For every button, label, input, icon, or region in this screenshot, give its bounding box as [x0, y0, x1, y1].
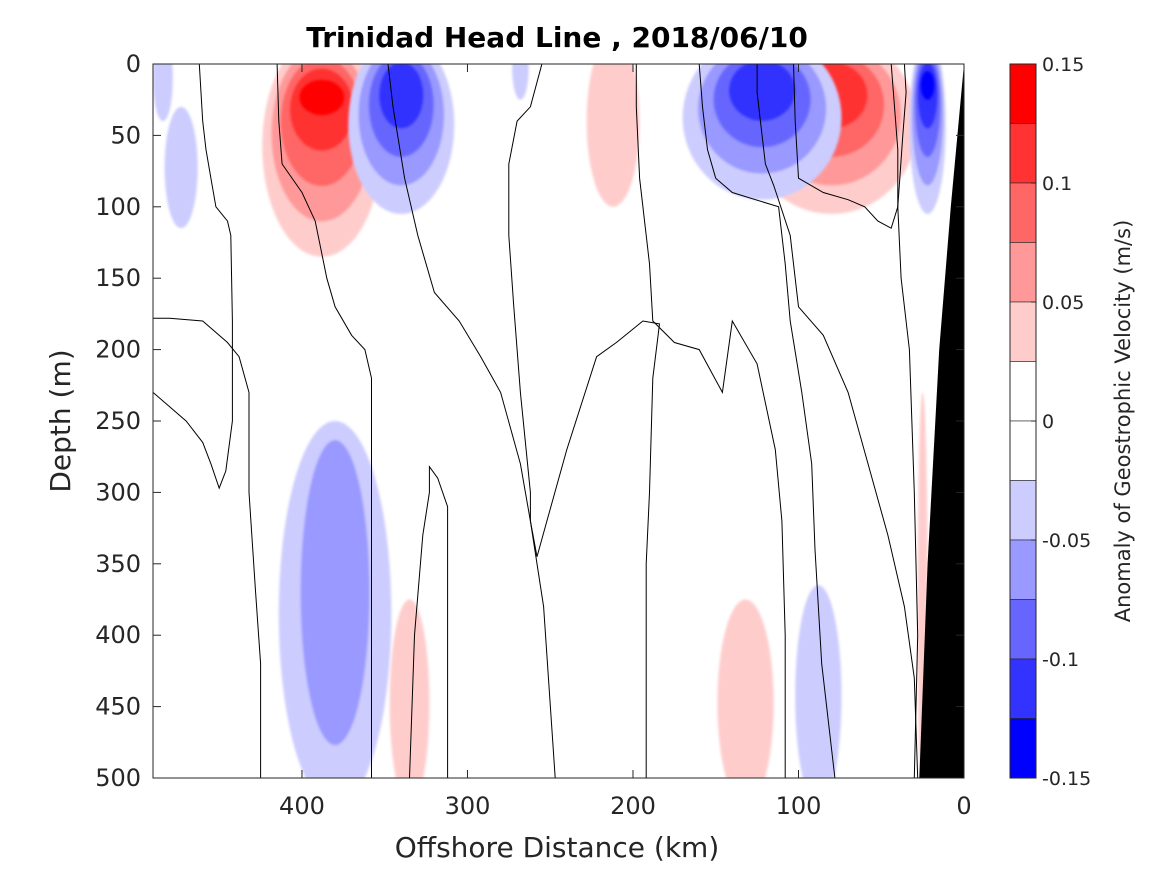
velocity-anomaly-fill — [153, 64, 946, 778]
colorbar-swatch-0 — [1009, 63, 1037, 124]
zero-contour-3 — [409, 465, 449, 778]
colorbar-swatch-10 — [1009, 658, 1037, 719]
plot-area — [153, 64, 964, 778]
y-tick-label: 100 — [95, 193, 141, 221]
y-tick-label: 450 — [95, 693, 141, 721]
colorbar-swatch-9 — [1009, 599, 1037, 660]
zero-contour-lines — [153, 64, 919, 778]
anomaly-patch-9-level-1 — [300, 440, 370, 745]
zero-contour-8 — [698, 64, 836, 778]
anomaly-patch-6-level-0 — [164, 106, 198, 229]
colorbar-tick-label: 0.1 — [1042, 173, 1072, 195]
colorbar-swatch-3 — [1009, 242, 1037, 303]
y-tick-label: 250 — [95, 407, 141, 435]
zero-contour-2 — [276, 64, 372, 778]
colorbar-tick-label: -0.15 — [1042, 768, 1091, 790]
y-tick-label: 350 — [95, 550, 141, 578]
x-axis-label: Offshore Distance (km) — [395, 831, 720, 864]
anomaly-patch-3-level-3 — [729, 64, 796, 121]
y-axis: 0 50 100 150 200 250 300 350 400 450 500 — [95, 50, 964, 792]
y-tick-label: 200 — [95, 336, 141, 364]
y-tick-label: 400 — [95, 621, 141, 649]
zero-contour-0 — [153, 64, 233, 490]
anomaly-patch-10-level-0 — [389, 599, 430, 778]
colorbar-swatch-6 — [1009, 420, 1037, 481]
colorbar-tick-label: 0.15 — [1042, 54, 1084, 76]
zero-contour-6 — [635, 64, 786, 778]
y-tick-label: 150 — [95, 264, 141, 292]
y-tick-label: 50 — [110, 121, 141, 149]
chart-title: Trinidad Head Line , 2018/06/10 — [306, 21, 808, 54]
anomaly-patch-0-level-4 — [299, 79, 345, 116]
colorbar-tick-label: -0.05 — [1042, 530, 1091, 552]
colorbar-swatch-7 — [1009, 480, 1037, 541]
x-tick-label: 0 — [956, 792, 971, 820]
seafloor-bathymetry — [919, 64, 964, 778]
colorbar-swatch-5 — [1009, 361, 1037, 422]
anomaly-patch-12-level-0 — [795, 585, 842, 778]
colorbar-swatch-1 — [1009, 123, 1037, 184]
zero-contour-7 — [756, 64, 919, 778]
x-tick-label: 100 — [776, 792, 822, 820]
colorbar-swatch-8 — [1009, 539, 1037, 600]
anomaly-patch-5-level-0 — [586, 64, 640, 207]
colorbar-tick-label: -0.1 — [1042, 649, 1079, 671]
colorbar-label: Anomaly of Geostrophic Velocity (m/s) — [1111, 220, 1135, 623]
y-tick-label: 0 — [126, 50, 141, 78]
zero-contour-5 — [508, 64, 661, 778]
anomaly-patch-4-level-4 — [920, 71, 935, 100]
colorbar-tick-label: 0.05 — [1042, 292, 1084, 314]
colorbar: 0.15 0.1 0.05 0 -0.05 -0.1 -0.15 — [1009, 54, 1091, 790]
x-axis: 400 300 200 100 0 — [279, 64, 972, 820]
y-axis-label: Depth (m) — [44, 349, 77, 492]
x-tick-label: 200 — [610, 792, 656, 820]
zero-contour-10 — [890, 64, 919, 778]
colorbar-swatch-11 — [1009, 718, 1037, 779]
anomaly-patch-11-level-0 — [717, 599, 774, 778]
zero-contour-9 — [793, 64, 907, 229]
y-tick-label: 500 — [95, 764, 141, 792]
colorbar-tick-label: 0 — [1042, 411, 1054, 433]
anomaly-patch-8-level-0 — [512, 64, 529, 100]
anomaly-patch-1-level-3 — [379, 64, 424, 129]
x-tick-label: 400 — [279, 792, 325, 820]
zero-contour-1 — [153, 317, 262, 778]
y-tick-label: 300 — [95, 478, 141, 506]
x-tick-label: 300 — [445, 792, 491, 820]
anomaly-patch-7-level-0 — [153, 64, 173, 122]
colorbar-swatch-4 — [1009, 301, 1037, 362]
colorbar-swatch-2 — [1009, 182, 1037, 243]
